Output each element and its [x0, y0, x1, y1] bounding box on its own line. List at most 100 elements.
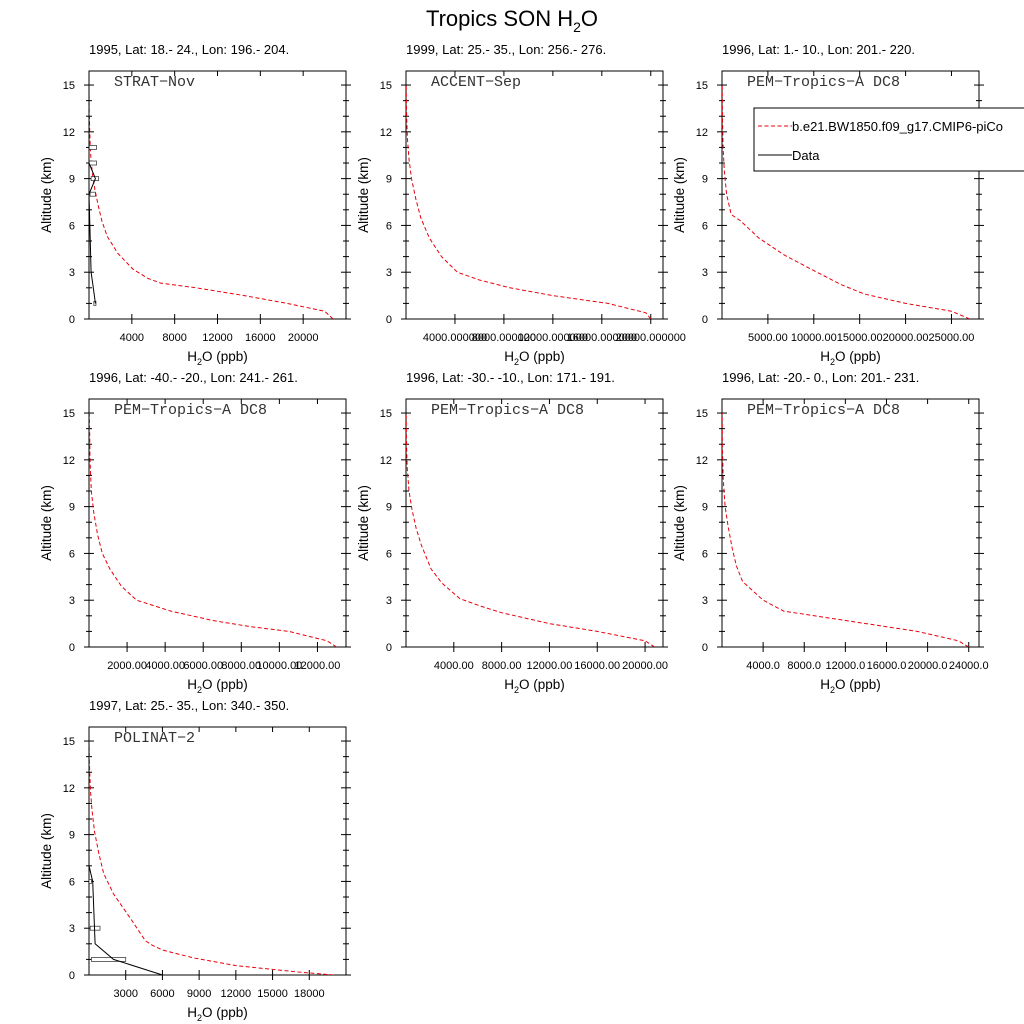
- y-tick-label: 15: [380, 80, 392, 92]
- panel-header: 1996, Lat: -30.- -10., Lon: 171.- 191.: [406, 370, 615, 385]
- y-tick-label: 9: [702, 174, 708, 186]
- model-series-line: [406, 412, 655, 647]
- y-axis-label: Altitude (km): [672, 485, 687, 561]
- campaign-label: PEM−Tropics−A DC8: [747, 402, 900, 419]
- y-axis-label: Altitude (km): [672, 157, 687, 233]
- y-tick-label: 15: [63, 736, 75, 748]
- model-series-line: [722, 412, 969, 647]
- y-axis-label: Altitude (km): [39, 813, 54, 889]
- y-tick-label: 9: [702, 502, 708, 514]
- data-box: [91, 957, 127, 962]
- panel-header: 1996, Lat: 1.- 10., Lon: 201.- 220.: [722, 42, 915, 57]
- x-tick-label: 10000.00: [791, 332, 837, 344]
- y-tick-label: 3: [69, 267, 75, 279]
- x-tick-label: 4000.00: [434, 660, 474, 672]
- y-tick-label: 6: [69, 220, 75, 232]
- model-series-line: [406, 84, 652, 319]
- plot-frame: [88, 70, 347, 320]
- y-tick-label: 12: [380, 127, 392, 139]
- x-tick-label: 10000.00: [256, 660, 302, 672]
- x-tick-label: 20000.00: [622, 660, 668, 672]
- plot-frame: [721, 398, 980, 648]
- y-tick-label: 9: [386, 502, 392, 514]
- plot-area: [89, 84, 334, 319]
- panel-header: 1996, Lat: -20.- 0., Lon: 201.- 231.: [722, 370, 919, 385]
- y-tick-label: 6: [702, 548, 708, 560]
- plot-area: [89, 740, 334, 975]
- x-axis-label: H2O (ppb): [187, 677, 248, 695]
- model-series-line: [89, 412, 337, 647]
- x-tick-label: 5000.00: [748, 332, 788, 344]
- y-tick-label: 12: [380, 455, 392, 467]
- y-tick-label: 0: [386, 314, 392, 326]
- x-tick-label: 12000.00: [526, 660, 572, 672]
- panel-header: 1997, Lat: 25.- 35., Lon: 340.- 350.: [89, 698, 289, 713]
- x-tick-label: 16000.000000: [567, 332, 637, 344]
- data-box: [89, 925, 101, 931]
- y-tick-label: 0: [702, 642, 708, 654]
- data-box: [89, 191, 96, 197]
- x-tick-label: 4000.00: [145, 660, 185, 672]
- data-box: [89, 879, 92, 884]
- campaign-label: STRAT−Nov: [114, 74, 195, 91]
- y-tick-label: 6: [386, 548, 392, 560]
- y-tick-label: 9: [69, 830, 75, 842]
- plot-area: [722, 84, 970, 319]
- y-tick-label: 15: [63, 408, 75, 420]
- y-axis-label: Altitude (km): [356, 485, 371, 561]
- x-tick-label: 8000.00: [482, 660, 522, 672]
- y-tick-label: 12: [63, 455, 75, 467]
- x-tick-label: 3000: [113, 988, 137, 1000]
- y-tick-label: 6: [69, 548, 75, 560]
- x-axis-label: H2O (ppb): [504, 349, 565, 367]
- x-tick-label: 4000.000000: [423, 332, 487, 344]
- x-tick-label: 12000.000000: [518, 332, 588, 344]
- plot-frame: [88, 726, 347, 976]
- x-axis-label: H2O (ppb): [504, 677, 565, 695]
- y-tick-label: 6: [69, 876, 75, 888]
- x-tick-label: 15000: [257, 988, 288, 1000]
- y-tick-label: 12: [696, 455, 708, 467]
- x-axis-label: H2O (ppb): [820, 349, 881, 367]
- x-tick-label: 20000.0: [908, 660, 948, 672]
- panel-4: 1996, Lat: -40.- -20., Lon: 241.- 261. 0 3…: [39, 370, 351, 695]
- x-tick-label: 20000: [288, 332, 319, 344]
- model-series-line: [89, 740, 334, 975]
- data-box: [89, 160, 97, 166]
- campaign-label: PEM−Tropics−A DC8: [747, 74, 900, 91]
- x-tick-label: 4000.0: [746, 660, 780, 672]
- y-tick-label: 3: [386, 595, 392, 607]
- x-axis-label: H2O (ppb): [187, 1005, 248, 1023]
- y-tick-label: 15: [696, 408, 708, 420]
- y-tick-label: 12: [696, 127, 708, 139]
- y-tick-label: 12: [63, 127, 75, 139]
- x-tick-label: 4000: [120, 332, 144, 344]
- y-tick-label: 9: [69, 174, 75, 186]
- plot-frame: [721, 70, 980, 320]
- y-tick-label: 0: [69, 314, 75, 326]
- x-tick-label: 6000.00: [183, 660, 223, 672]
- x-tick-label: 9000: [187, 988, 211, 1000]
- x-tick-label: 8000: [162, 332, 186, 344]
- y-tick-label: 3: [702, 267, 708, 279]
- legend-box: [753, 107, 1024, 172]
- y-tick-label: 6: [386, 220, 392, 232]
- plot-frame: [405, 398, 664, 648]
- plot-area: [406, 412, 655, 647]
- y-tick-label: 15: [380, 408, 392, 420]
- panel-header: 1996, Lat: -40.- -20., Lon: 241.- 261.: [89, 370, 298, 385]
- x-axis-label: H2O (ppb): [820, 677, 881, 695]
- x-tick-label: 24000.0: [949, 660, 989, 672]
- legend: b.e21.BW1850.f09_g17.CMIP6-piCo Data: [753, 107, 1024, 172]
- panel-6: 1996, Lat: -20.- 0., Lon: 201.- 231. 0 3 6 9…: [672, 370, 989, 695]
- campaign-label: PEM−Tropics−A DC8: [431, 402, 584, 419]
- panel-7: 1997, Lat: 25.- 35., Lon: 340.- 350. 0 3 6 9…: [39, 698, 351, 1023]
- y-axis-label: Altitude (km): [39, 157, 54, 233]
- panel-header: 1995, Lat: 18.- 24., Lon: 196.- 204.: [89, 42, 289, 57]
- y-tick-label: 12: [63, 783, 75, 795]
- y-tick-label: 0: [69, 642, 75, 654]
- panel-header: 1999, Lat: 25.- 35., Lon: 256.- 276.: [406, 42, 606, 57]
- x-tick-label: 12000.0: [825, 660, 865, 672]
- campaign-label: PEM−Tropics−A DC8: [114, 402, 267, 419]
